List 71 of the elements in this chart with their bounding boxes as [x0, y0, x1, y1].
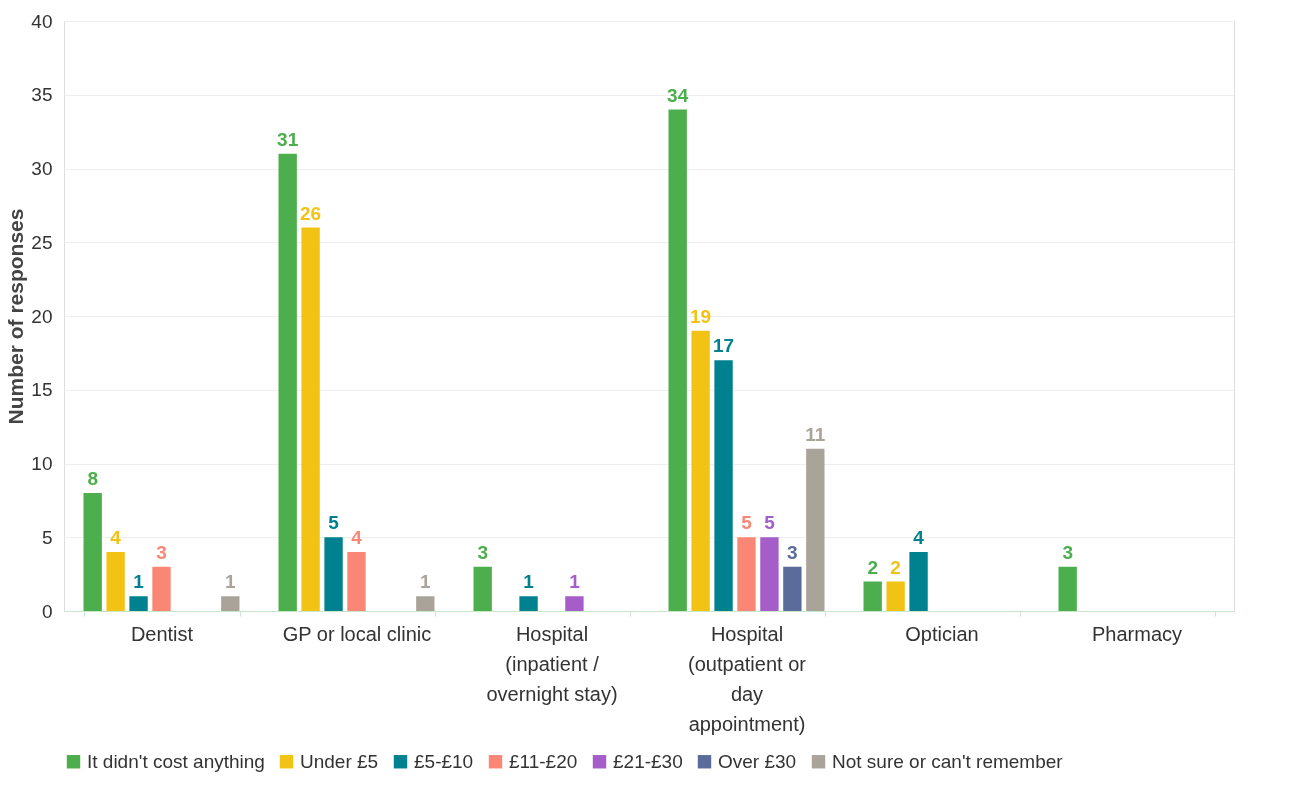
- data-label: 5: [741, 512, 753, 534]
- data-label: 3: [1062, 541, 1073, 563]
- data-label: 3: [787, 541, 798, 563]
- y-tick-label: 10: [31, 453, 53, 474]
- y-tick-label: 30: [31, 158, 53, 179]
- bar: [301, 227, 320, 611]
- bar: [83, 493, 102, 611]
- bar: [863, 581, 882, 611]
- bar: [668, 109, 687, 611]
- bar: [347, 552, 366, 611]
- bar: [519, 596, 538, 611]
- data-label: 3: [156, 541, 167, 563]
- data-label: 4: [351, 527, 363, 548]
- bar: [473, 566, 492, 611]
- bar: [909, 552, 928, 611]
- data-label: 2: [867, 556, 878, 578]
- x-tick-label: Hospital (inpatient / overnight stay): [486, 622, 618, 705]
- data-label: 1: [420, 571, 432, 593]
- data-label: 4: [110, 527, 122, 548]
- bar: [714, 360, 733, 611]
- bar: [886, 581, 905, 611]
- data-label: 11: [805, 423, 826, 445]
- legend-label: It didn't cost anything: [87, 750, 265, 772]
- y-tick-label: 25: [31, 231, 53, 253]
- bar: [129, 596, 148, 611]
- data-label: 1: [225, 571, 237, 593]
- bar: [691, 330, 710, 611]
- bar: [278, 153, 297, 611]
- legend-label: Over £30: [718, 750, 797, 772]
- bar: [1058, 566, 1077, 611]
- y-axis-title: Number of responses: [4, 208, 28, 425]
- bar: [106, 552, 125, 611]
- x-tick-label: Optician: [905, 622, 979, 645]
- bar: [221, 596, 240, 611]
- data-label: 5: [764, 512, 776, 534]
- x-tick-label: GP or local clinic: [282, 622, 432, 645]
- y-tick-label: 15: [31, 379, 53, 401]
- data-label: 2: [890, 556, 901, 578]
- data-label: 1: [133, 571, 145, 593]
- bar: [565, 596, 584, 611]
- x-tick-label: Hospital (outpatient or day appointment): [688, 622, 807, 735]
- x-tick-label: Dentist: [130, 622, 194, 645]
- data-label: 19: [690, 305, 712, 327]
- data-label: 1: [523, 571, 535, 593]
- bar: [806, 448, 825, 611]
- data-label: 1: [569, 571, 581, 593]
- data-label: 26: [300, 202, 322, 224]
- y-tick-label: 0: [41, 600, 53, 622]
- bar: [416, 596, 435, 611]
- y-tick-label: 5: [41, 526, 53, 548]
- legend-label: Under £5: [300, 750, 379, 772]
- legend-label: £11-£20: [509, 750, 578, 772]
- bar: [737, 537, 756, 611]
- y-tick-label: 20: [31, 305, 53, 327]
- bar: [760, 537, 779, 611]
- data-label: 3: [477, 541, 488, 563]
- legend-label: £21-£30: [613, 750, 683, 772]
- y-tick-label: 35: [31, 84, 53, 106]
- bar: [152, 566, 171, 611]
- data-label: 34: [667, 84, 689, 106]
- legend-label: Not sure or can't remember: [832, 750, 1064, 772]
- bar: [324, 537, 343, 611]
- y-tick-label: 40: [31, 10, 53, 32]
- data-label: 5: [328, 512, 340, 534]
- data-label: 8: [87, 468, 98, 489]
- x-tick-label: Pharmacy: [1091, 622, 1183, 645]
- bar: [783, 566, 802, 611]
- data-label: 4: [913, 527, 925, 548]
- data-label: 31: [277, 128, 299, 150]
- data-label: 17: [712, 335, 735, 357]
- legend-label: £5-£10: [414, 750, 474, 772]
